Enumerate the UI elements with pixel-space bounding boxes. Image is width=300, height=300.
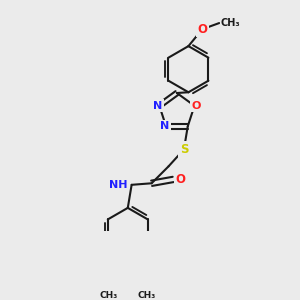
Text: N: N [160,122,169,131]
Text: O: O [197,23,207,36]
Text: S: S [180,143,188,156]
Text: CH₃: CH₃ [221,18,240,28]
Text: O: O [191,101,201,111]
Text: N: N [153,101,162,111]
Text: CH₃: CH₃ [138,291,156,300]
Text: O: O [176,173,186,186]
Text: NH: NH [109,180,128,190]
Text: CH₃: CH₃ [99,291,118,300]
